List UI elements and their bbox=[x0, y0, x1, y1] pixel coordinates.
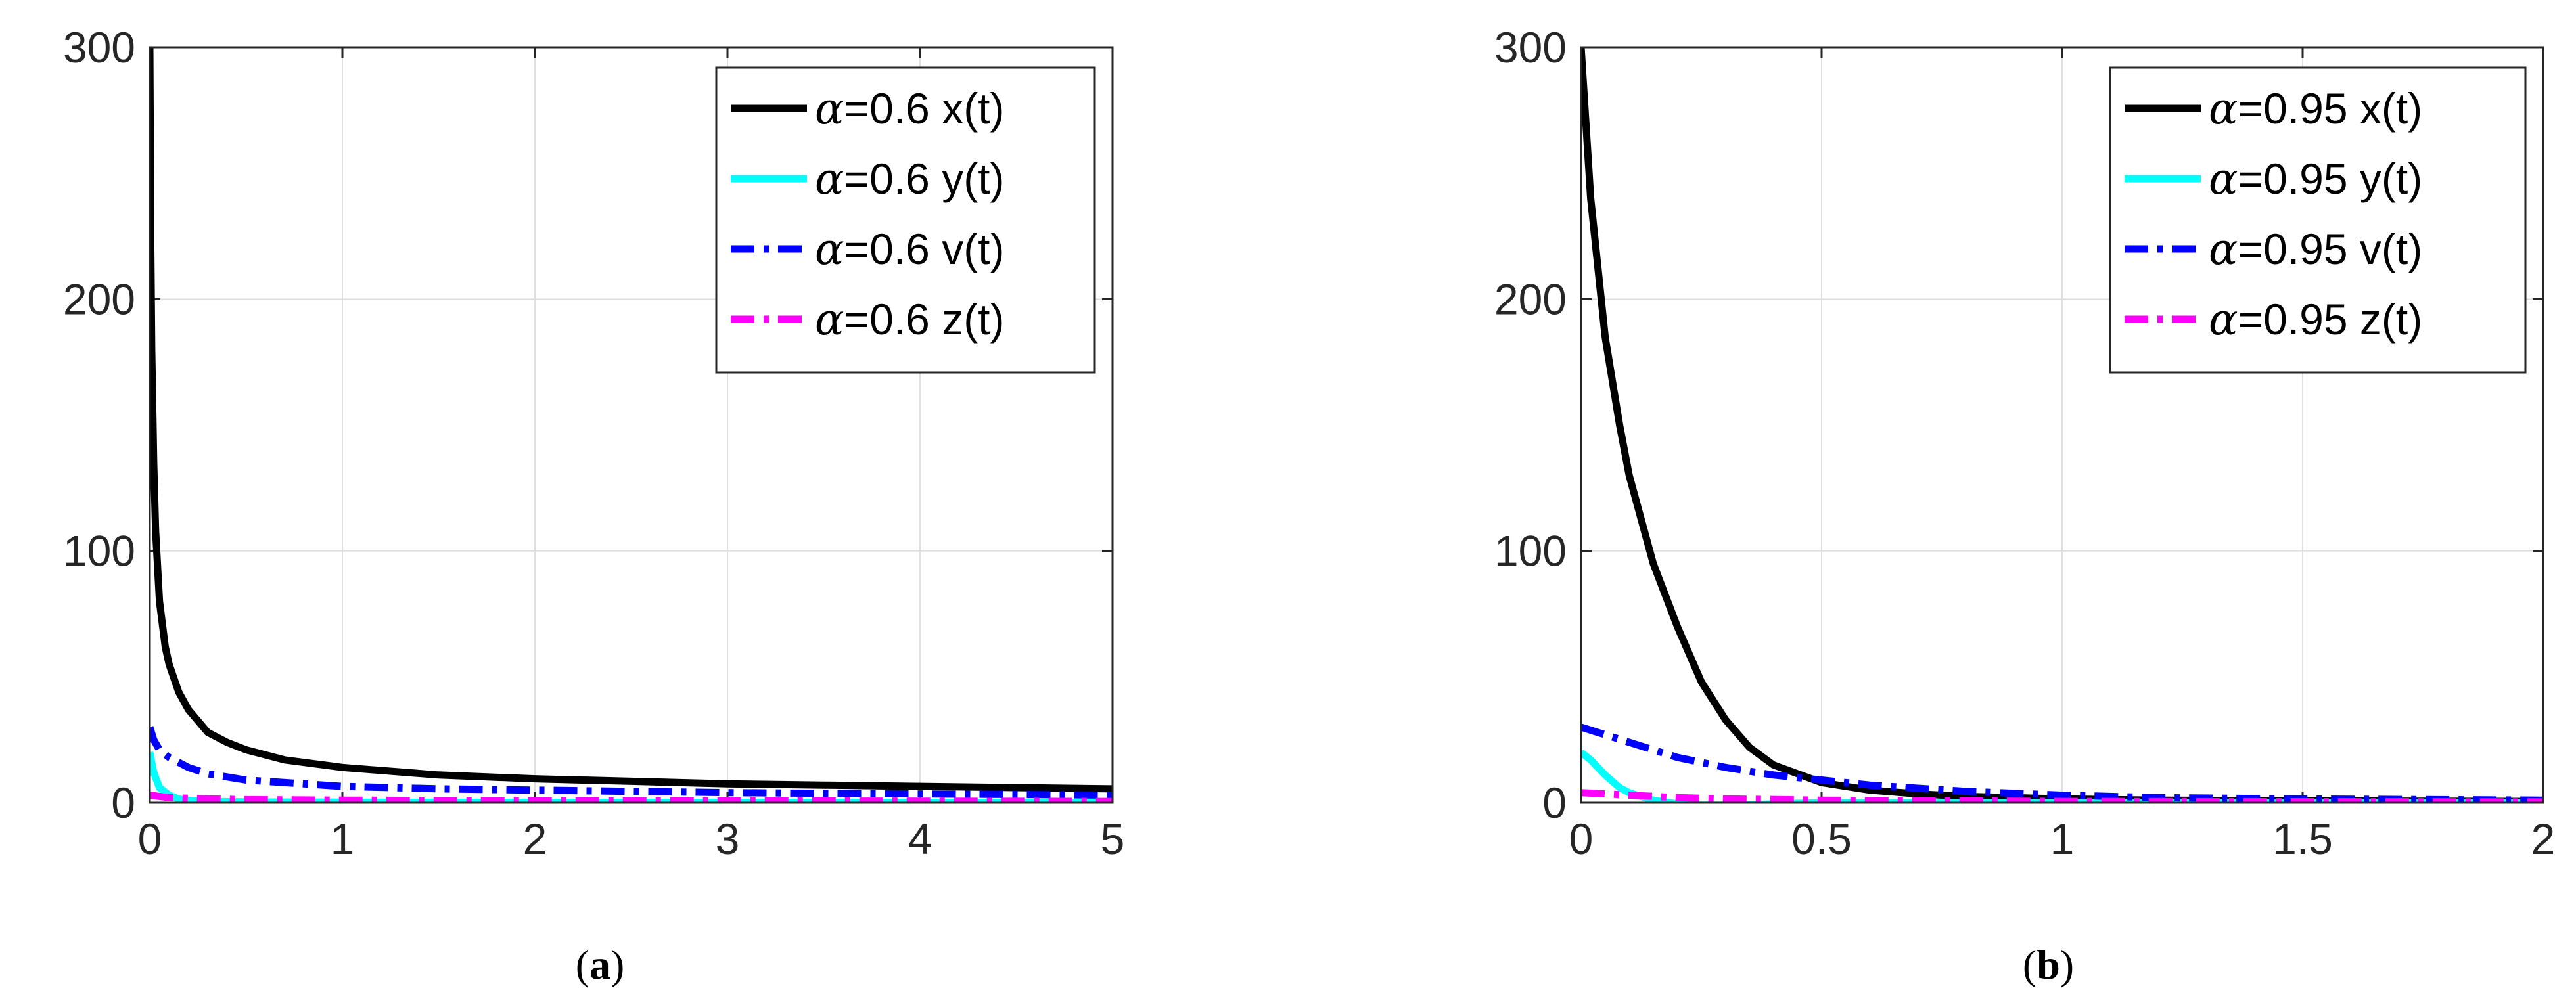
legend-rest: =0.6 z(t) bbox=[844, 295, 1005, 344]
legend-rest: =0.6 x(t) bbox=[844, 84, 1005, 133]
y-tick-label: 300 bbox=[63, 23, 135, 72]
caption-letter: a bbox=[589, 941, 610, 988]
series-line-4 bbox=[150, 792, 1113, 803]
x-tick-label: 2 bbox=[2531, 815, 2556, 863]
caption-letter: b bbox=[2036, 941, 2060, 988]
axes-box bbox=[1580, 46, 2544, 804]
legend-rest: =0.6 v(t) bbox=[844, 225, 1005, 273]
legend-label: α=0.6 v(t) bbox=[815, 224, 1005, 275]
legend-alpha: α bbox=[815, 83, 844, 134]
legend-rest: =0.95 y(t) bbox=[2238, 154, 2423, 203]
legend-alpha: α bbox=[2209, 154, 2238, 204]
y-tick-label: 0 bbox=[111, 778, 135, 827]
legend-alpha: α bbox=[2209, 294, 2238, 345]
series-line-3 bbox=[1581, 723, 2543, 803]
x-tick-label: 5 bbox=[1101, 815, 1125, 863]
legend-item: α=0.6 x(t) bbox=[731, 83, 1005, 134]
series-group bbox=[1581, 47, 2543, 803]
y-tick-label: 100 bbox=[1494, 527, 1567, 575]
legend-item: α=0.95 v(t) bbox=[2125, 224, 2422, 275]
x-tick-label: 2 bbox=[523, 815, 547, 863]
series-line-1 bbox=[150, 47, 1113, 793]
legend-item: α=0.95 x(t) bbox=[2125, 83, 2422, 134]
series-line-3 bbox=[150, 726, 1113, 799]
legend-rest: =0.95 v(t) bbox=[2238, 225, 2423, 273]
y-tick-label: 200 bbox=[1494, 275, 1567, 323]
legend-label: α=0.95 v(t) bbox=[2209, 224, 2422, 275]
legend-alpha: α bbox=[815, 224, 844, 275]
y-tick-label: 300 bbox=[1494, 23, 1567, 72]
legend: α=0.95 x(t)α=0.95 y(t)α=0.95 v(t)α=0.95 … bbox=[2109, 66, 2527, 374]
legend-alpha: α bbox=[2209, 83, 2238, 134]
x-tick-label: 0.5 bbox=[1791, 815, 1852, 863]
x-tick-label: 1 bbox=[331, 815, 355, 863]
x-tick-label: 0 bbox=[1569, 815, 1594, 863]
legend-item: α=0.6 y(t) bbox=[731, 154, 1005, 204]
x-tick-label: 3 bbox=[716, 815, 740, 863]
legend-alpha: α bbox=[2209, 224, 2238, 275]
y-tick-label: 0 bbox=[1542, 778, 1567, 827]
legend-alpha: α bbox=[815, 294, 844, 345]
x-tick-label: 1.5 bbox=[2272, 815, 2333, 863]
x-tick-label: 4 bbox=[908, 815, 932, 863]
x-tick-label: 1 bbox=[2050, 815, 2075, 863]
legend-label: α=0.95 z(t) bbox=[2209, 294, 2422, 345]
legend-label: α=0.6 y(t) bbox=[815, 154, 1005, 204]
y-tick-label: 100 bbox=[63, 527, 135, 575]
x-tick-label: 0 bbox=[138, 815, 162, 863]
legend-item: α=0.6 v(t) bbox=[731, 224, 1005, 275]
legend-rest: =0.6 y(t) bbox=[844, 154, 1005, 203]
series-line-2 bbox=[1581, 749, 2543, 803]
legend-label: α=0.6 x(t) bbox=[815, 83, 1005, 134]
y-tick-label: 200 bbox=[63, 275, 135, 323]
legend-label: α=0.6 z(t) bbox=[815, 294, 1005, 345]
legend-item: α=0.95 z(t) bbox=[2125, 294, 2422, 345]
legend-item: α=0.6 z(t) bbox=[731, 294, 1005, 345]
legend-alpha: α bbox=[815, 154, 844, 204]
legend-label: α=0.95 y(t) bbox=[2209, 154, 2422, 204]
series-line-4 bbox=[1581, 789, 2543, 803]
panel-caption: (b) bbox=[2023, 941, 2074, 988]
legend-rest: =0.95 z(t) bbox=[2238, 295, 2423, 344]
panel-caption: (a) bbox=[576, 941, 625, 988]
legend-rest: =0.95 x(t) bbox=[2238, 84, 2423, 133]
legend-label: α=0.95 x(t) bbox=[2209, 83, 2422, 134]
legend: α=0.6 x(t)α=0.6 y(t)α=0.6 v(t)α=0.6 z(t) bbox=[715, 66, 1096, 374]
axes-box bbox=[149, 46, 1114, 804]
legend-item: α=0.95 y(t) bbox=[2125, 154, 2422, 204]
